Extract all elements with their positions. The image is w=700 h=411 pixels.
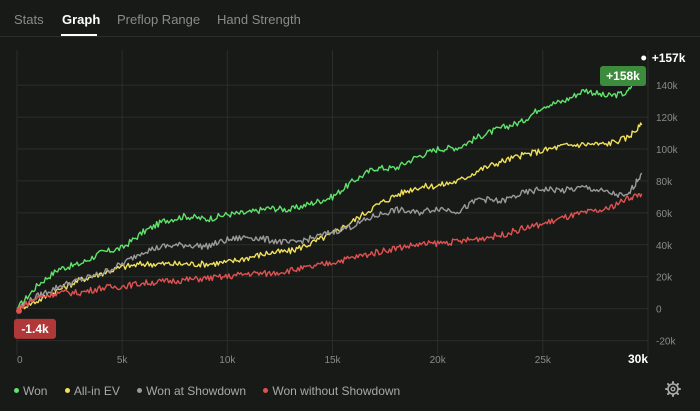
series-line-won-without-showdown[interactable] (16, 192, 643, 310)
x-tick-label: 10k (219, 355, 236, 366)
x-tick-label: 30k (628, 352, 648, 366)
y-tick-label: 40k (656, 241, 673, 252)
min-value-dot (16, 307, 22, 314)
min-badge (14, 318, 56, 339)
tab-stats[interactable]: Stats (14, 12, 44, 27)
y-tick-label: 0 (656, 305, 662, 316)
legend-allin-ev[interactable]: All-in EV (64, 384, 120, 398)
x-tick-label: 15k (324, 355, 341, 366)
series-line-won-at-showdown[interactable] (16, 172, 643, 310)
legend-no-showdown[interactable]: Won without Showdown (263, 384, 400, 398)
y-tick-label: 60k (656, 209, 673, 220)
min-badge-label: -1.4k (21, 322, 49, 336)
legend-no-showdown-label: Won without Showdown (272, 384, 401, 398)
tab-hand-strength[interactable]: Hand Strength (217, 12, 301, 27)
x-tick-label: 5k (117, 355, 129, 366)
max-badge-label: +158k (606, 69, 640, 83)
end-value-dot (641, 55, 647, 61)
legend-won-label: Won (23, 384, 48, 398)
x-tick-label: 0 (17, 355, 23, 366)
legend-won[interactable]: Won (14, 384, 47, 398)
chart-legend: Won All-in EV Won at Showdown Won withou… (14, 384, 414, 400)
legend-showdown-dot (137, 388, 143, 394)
x-tick-label: 20k (430, 355, 447, 366)
tab-preflop-range[interactable]: Preflop Range (117, 12, 201, 27)
x-tick-label: 25k (535, 355, 552, 366)
y-tick-label: 80k (656, 177, 673, 188)
y-tick-label: 100k (656, 145, 679, 156)
end-value-label: +157k (652, 51, 686, 65)
series-line-all-in-ev[interactable] (16, 122, 643, 311)
legend-allin-ev-label: All-in EV (73, 384, 120, 398)
legend-no-showdown-dot (263, 388, 269, 394)
legend-showdown-label: Won at Showdown (146, 384, 247, 398)
profit-graph[interactable]: -20k 0 20k 40k 60k 80k 100k 120k 140k 0 5k 10k 15k 20… (0, 36, 700, 376)
legend-allin-ev-dot (64, 388, 70, 394)
y-tick-label: -20k (656, 337, 676, 348)
y-tick-label: 20k (656, 273, 673, 284)
series-line-won[interactable] (16, 68, 643, 310)
y-tick-label: 140k (656, 81, 679, 92)
gear-icon[interactable] (665, 381, 681, 397)
tab-bar: Stats Graph Preflop Range Hand Strength (0, 0, 700, 37)
tab-graph[interactable]: Graph (62, 12, 101, 27)
active-tab-indicator (61, 34, 97, 36)
legend-won-dot (14, 388, 19, 394)
y-tick-label: 120k (656, 113, 679, 124)
legend-showdown[interactable]: Won at Showdown (137, 384, 246, 398)
max-badge (600, 65, 646, 86)
